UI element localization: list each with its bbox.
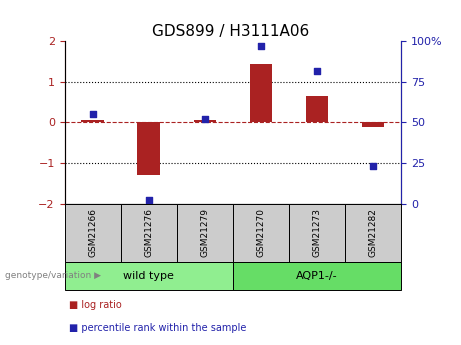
Point bbox=[145, 198, 152, 203]
Bar bbox=[82, 120, 104, 122]
Point bbox=[313, 68, 321, 73]
Bar bbox=[250, 64, 272, 122]
Point bbox=[201, 117, 208, 122]
Text: GSM21279: GSM21279 bbox=[200, 208, 209, 257]
Point bbox=[369, 164, 377, 169]
Bar bbox=[362, 122, 384, 127]
Text: GSM21270: GSM21270 bbox=[256, 208, 266, 257]
Text: GDS899 / H3111A06: GDS899 / H3111A06 bbox=[152, 24, 309, 39]
Bar bbox=[137, 122, 160, 175]
Point bbox=[89, 112, 96, 117]
Text: AQP1-/-: AQP1-/- bbox=[296, 271, 338, 281]
Bar bbox=[194, 120, 216, 122]
Text: ■ log ratio: ■ log ratio bbox=[69, 300, 122, 310]
Text: wild type: wild type bbox=[123, 271, 174, 281]
Text: GSM21276: GSM21276 bbox=[144, 208, 153, 257]
Point bbox=[257, 43, 265, 49]
Bar bbox=[306, 96, 328, 122]
Text: GSM21282: GSM21282 bbox=[368, 208, 378, 257]
Text: GSM21266: GSM21266 bbox=[88, 208, 97, 257]
Text: GSM21273: GSM21273 bbox=[313, 208, 321, 257]
Text: genotype/variation ▶: genotype/variation ▶ bbox=[5, 272, 100, 280]
Text: ■ percentile rank within the sample: ■ percentile rank within the sample bbox=[69, 323, 247, 333]
